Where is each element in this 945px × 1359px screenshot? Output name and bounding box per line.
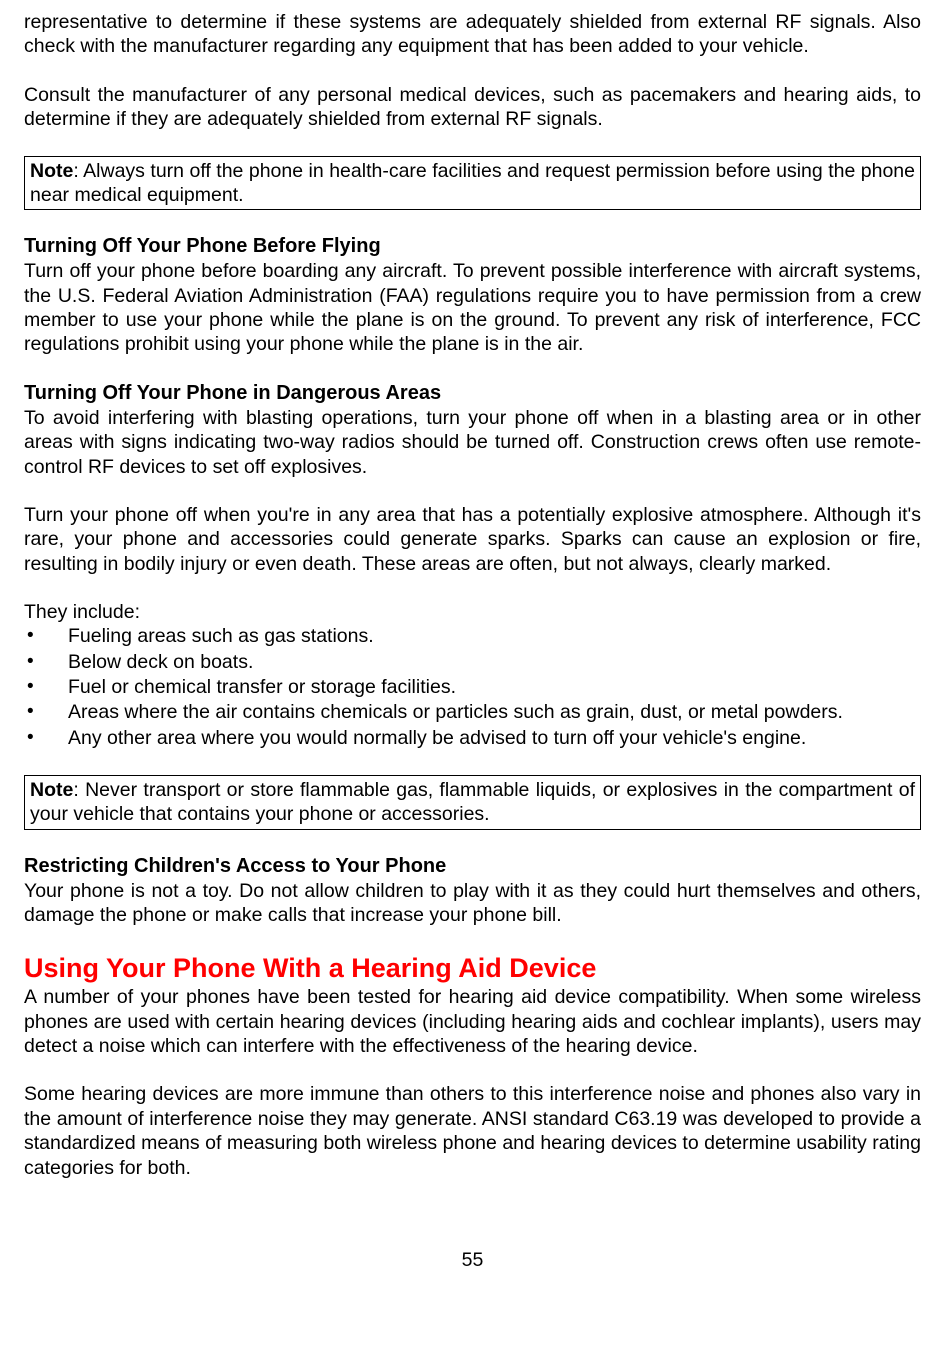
body-paragraph: Consult the manufacturer of any personal… xyxy=(24,83,921,132)
spacer xyxy=(24,357,921,381)
bullet-list: Fueling areas such as gas stations. Belo… xyxy=(24,624,921,751)
body-paragraph: Your phone is not a toy. Do not allow ch… xyxy=(24,879,921,928)
spacer xyxy=(24,576,921,600)
spacer xyxy=(24,59,921,83)
spacer xyxy=(24,479,921,503)
body-paragraph: Turn your phone off when you're in any a… xyxy=(24,503,921,576)
spacer xyxy=(24,751,921,775)
body-paragraph: Turn off your phone before boarding any … xyxy=(24,259,921,357)
spacer xyxy=(24,210,921,234)
section-heading: Restricting Children's Access to Your Ph… xyxy=(24,854,921,879)
list-item: Areas where the air contains chemicals o… xyxy=(24,700,921,725)
list-item: Any other area where you would normally … xyxy=(24,726,921,751)
note-label: Note xyxy=(30,160,73,182)
body-paragraph: A number of your phones have been tested… xyxy=(24,985,921,1058)
body-paragraph: representative to determine if these sys… xyxy=(24,10,921,59)
section-heading: Turning Off Your Phone Before Flying xyxy=(24,234,921,259)
note-box: Note: Always turn off the phone in healt… xyxy=(24,156,921,211)
list-item: Below deck on boats. xyxy=(24,650,921,675)
note-label: Note xyxy=(30,779,73,801)
spacer xyxy=(24,132,921,156)
list-intro: They include: xyxy=(24,600,921,624)
spacer xyxy=(24,928,921,952)
note-box: Note: Never transport or store flammable… xyxy=(24,775,921,830)
list-item: Fuel or chemical transfer or storage fac… xyxy=(24,675,921,700)
page-number: 55 xyxy=(24,1248,921,1272)
spacer xyxy=(24,1058,921,1082)
body-paragraph: To avoid interfering with blasting opera… xyxy=(24,406,921,479)
note-text: : Never transport or store flammable gas… xyxy=(30,779,915,825)
spacer xyxy=(24,830,921,854)
note-text: : Always turn off the phone in health-ca… xyxy=(30,160,915,206)
body-paragraph: Some hearing devices are more immune tha… xyxy=(24,1082,921,1180)
major-heading: Using Your Phone With a Hearing Aid Devi… xyxy=(24,952,921,986)
section-heading: Turning Off Your Phone in Dangerous Area… xyxy=(24,381,921,406)
list-item: Fueling areas such as gas stations. xyxy=(24,624,921,649)
